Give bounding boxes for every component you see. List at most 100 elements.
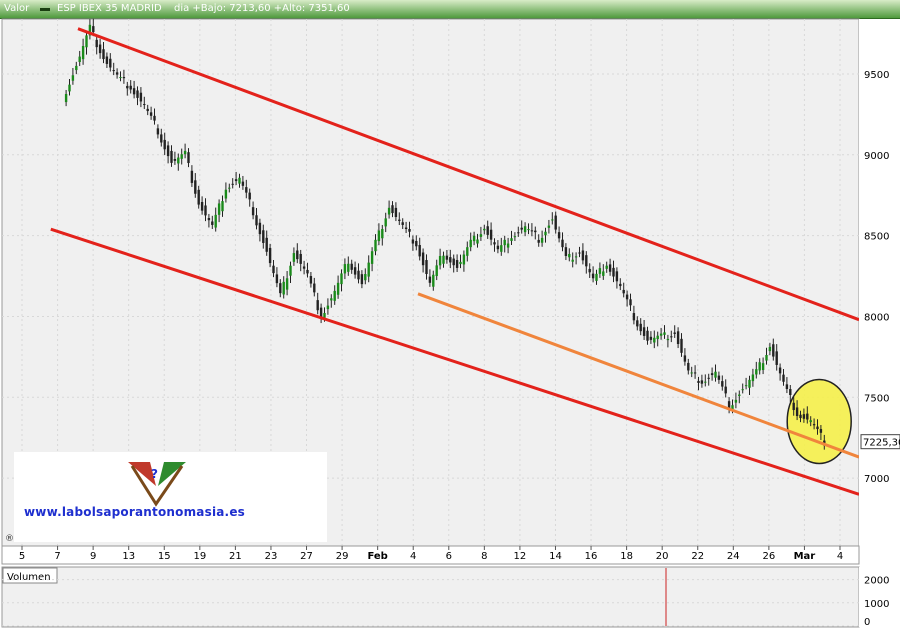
highlight-circle xyxy=(786,378,852,465)
candle-body xyxy=(268,247,272,264)
date-tick-label: 6 xyxy=(446,551,452,562)
candle-body xyxy=(472,235,476,242)
candle-body xyxy=(819,429,823,433)
candle-body xyxy=(506,243,510,248)
candle-body xyxy=(166,145,170,157)
candle-body xyxy=(680,338,683,353)
candle-body xyxy=(357,270,360,280)
candle-body xyxy=(636,320,639,327)
candle-body xyxy=(353,267,357,275)
candle-body xyxy=(204,205,207,216)
volume-tick-label: 1000 xyxy=(864,599,889,610)
candle-body xyxy=(333,290,336,301)
candle-body xyxy=(299,253,302,264)
candle-body xyxy=(455,260,459,268)
candle-body xyxy=(64,94,68,103)
candle-body xyxy=(571,259,574,262)
candle-body xyxy=(438,255,442,266)
date-tick-label: 9 xyxy=(90,551,96,562)
volume-axis xyxy=(859,567,900,627)
candle-body xyxy=(200,201,204,211)
candle-body xyxy=(296,250,299,260)
candle-body xyxy=(561,239,564,248)
candle-body xyxy=(557,232,561,239)
date-tick-label: 15 xyxy=(158,551,171,562)
candle-body xyxy=(666,338,670,341)
candle-body xyxy=(411,239,415,244)
candle-body xyxy=(500,245,503,252)
candle-body xyxy=(309,276,313,284)
candle-body xyxy=(527,229,530,231)
date-tick-label: 27 xyxy=(300,551,313,562)
candle-body xyxy=(486,226,489,235)
candle-body xyxy=(673,332,676,334)
candle-body xyxy=(510,238,513,241)
series-swatch xyxy=(40,8,50,11)
candle-body xyxy=(173,158,177,161)
candle-body xyxy=(816,426,819,430)
candle-body xyxy=(265,237,268,252)
candle-body xyxy=(180,154,183,159)
candle-body xyxy=(391,205,394,214)
date-tick-label: 19 xyxy=(193,551,206,562)
price-tick-label: 8500 xyxy=(864,232,889,243)
candle-body xyxy=(751,374,755,382)
candle-body xyxy=(275,274,279,284)
candle-body xyxy=(551,219,554,221)
date-tick-label: 20 xyxy=(656,551,669,562)
candle-body xyxy=(187,152,190,164)
candle-body xyxy=(347,263,350,272)
candle-body xyxy=(676,331,680,345)
candle-body xyxy=(768,346,772,352)
candle-body xyxy=(425,260,428,275)
candle-body xyxy=(367,262,370,277)
candle-body xyxy=(710,373,714,376)
candle-body xyxy=(714,371,717,378)
candle-body xyxy=(68,84,71,92)
candle-body xyxy=(170,150,173,163)
last-price-label: 7225,30 xyxy=(863,438,900,449)
candle-body xyxy=(394,207,398,218)
date-tick-label: 4 xyxy=(837,551,843,562)
candle-body xyxy=(663,332,666,335)
price-tick-label: 8000 xyxy=(864,312,889,323)
candle-body xyxy=(622,289,625,294)
candle-body xyxy=(81,45,85,60)
candle-body xyxy=(340,273,343,285)
candle-body xyxy=(727,401,731,410)
instrument-name: ESP IBEX 35 MADRID xyxy=(57,3,162,14)
candle-body xyxy=(802,414,806,419)
candle-body xyxy=(547,225,551,228)
candle-body xyxy=(761,363,765,371)
candle-body xyxy=(537,239,540,243)
date-tick-label: 4 xyxy=(410,551,416,562)
candle-body xyxy=(799,414,802,419)
candle-body xyxy=(326,305,330,310)
candle-body xyxy=(534,230,537,233)
candle-body xyxy=(646,330,649,341)
candle-body xyxy=(132,88,136,95)
volume-plot-area[interactable] xyxy=(1,566,860,628)
candle-body xyxy=(772,344,775,357)
candle-body xyxy=(809,420,812,423)
candle-body xyxy=(234,179,238,182)
date-tick-label: 21 xyxy=(229,551,242,562)
trendline-lower-channel xyxy=(50,227,860,496)
candle-body xyxy=(479,234,483,237)
candle-body xyxy=(228,187,231,189)
scroll-marker: ® xyxy=(5,534,14,544)
candle-body xyxy=(659,333,663,336)
candle-body xyxy=(183,150,187,155)
candle-body xyxy=(241,181,245,186)
candle-body xyxy=(323,312,326,318)
svg-text:?: ? xyxy=(151,467,158,481)
candle-body xyxy=(401,222,404,225)
date-tick-label: 22 xyxy=(691,551,704,562)
candle-body xyxy=(785,384,789,390)
candle-body xyxy=(493,242,496,245)
candle-body xyxy=(588,268,591,273)
date-tick-label: 23 xyxy=(265,551,278,562)
date-tick-label: 12 xyxy=(514,551,527,562)
candle-body xyxy=(574,256,578,258)
candle-body xyxy=(418,244,421,257)
